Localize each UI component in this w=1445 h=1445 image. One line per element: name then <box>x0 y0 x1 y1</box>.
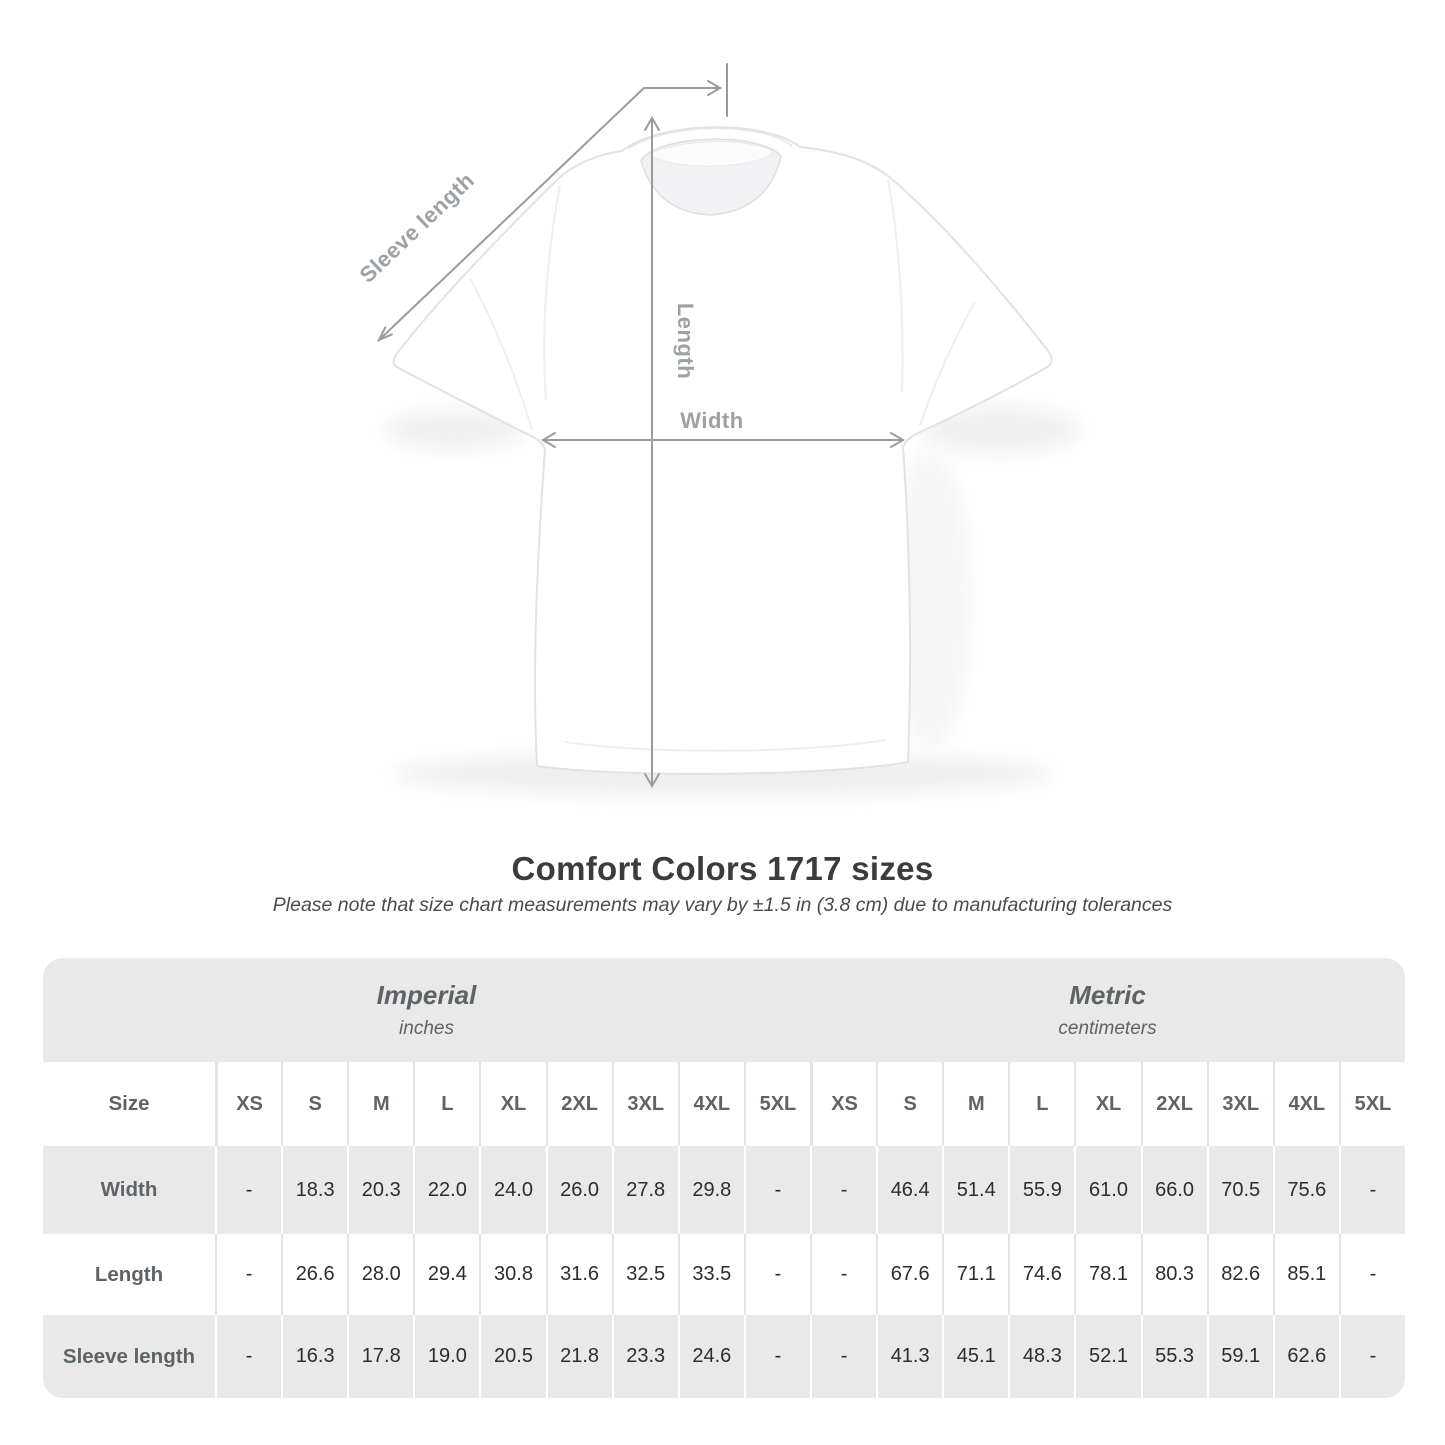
width-label: Width <box>680 408 743 433</box>
width-value: - <box>810 1146 876 1234</box>
width-value: 26.0 <box>545 1146 612 1234</box>
length-value: 28.0 <box>347 1234 413 1315</box>
tolerance-note: Please note that size chart measurements… <box>272 894 1173 916</box>
table-row-width: Width -18.3 20.3 22.0 24.0 26.0 27.8 29.8- -46.… <box>43 1146 1405 1234</box>
width-value: 22.0 <box>413 1146 479 1234</box>
sleeve-length-value: 52.1 <box>1074 1315 1140 1398</box>
size-column-header: XS <box>810 1062 876 1146</box>
length-value: 32.5 <box>611 1234 678 1315</box>
sleeve-length-label: Sleeve length <box>354 167 479 287</box>
size-column-header: L <box>1008 1062 1074 1146</box>
sleeve-length-value: 21.8 <box>545 1315 612 1398</box>
width-value: 24.0 <box>479 1146 545 1234</box>
width-measure-arrow <box>541 432 905 448</box>
sleeve-length-value: 59.1 <box>1206 1315 1273 1398</box>
size-column-header: M <box>347 1062 413 1146</box>
metric-title: Metric <box>1069 980 1146 1010</box>
sleeve-length-value: 62.6 <box>1272 1315 1339 1398</box>
length-measure-arrow <box>644 116 660 788</box>
metric-unit-header: Metric centimeters <box>810 958 1405 1062</box>
length-value: 26.6 <box>281 1234 347 1315</box>
sleeve-measure-arrow <box>376 63 728 343</box>
width-row-label: Width <box>100 1178 158 1201</box>
sleeve-length-value: - <box>1338 1315 1405 1398</box>
imperial-title: Imperial <box>376 980 477 1010</box>
length-row-label: Length <box>94 1262 164 1286</box>
width-value: 70.5 <box>1206 1146 1273 1234</box>
sleeve-length-row-label: Sleeve length <box>62 1344 196 1368</box>
size-column-header: XS <box>215 1062 281 1146</box>
imperial-subtitle: inches <box>399 1018 454 1039</box>
width-value: - <box>215 1146 281 1234</box>
length-value: - <box>1338 1234 1405 1315</box>
size-corner-label: Size <box>108 1092 150 1115</box>
size-column-header: 3XL <box>611 1062 678 1146</box>
sleeve-length-value: - <box>743 1315 810 1398</box>
width-value: 29.8 <box>677 1146 744 1234</box>
metric-subtitle: centimeters <box>1058 1018 1157 1039</box>
sleeve-length-value: 17.8 <box>347 1315 413 1398</box>
length-value: 67.6 <box>876 1234 942 1315</box>
length-value: 82.6 <box>1206 1234 1273 1315</box>
length-value: 74.6 <box>1008 1234 1074 1315</box>
width-value: 46.4 <box>876 1146 942 1234</box>
sleeve-length-value: 24.6 <box>677 1315 744 1398</box>
sleeve-length-value: 19.0 <box>413 1315 479 1398</box>
width-value: - <box>743 1146 810 1234</box>
size-column-header: L <box>413 1062 479 1146</box>
size-column-header: 3XL <box>1206 1062 1273 1146</box>
sleeve-length-value: - <box>810 1315 876 1398</box>
size-column-header: 4XL <box>677 1062 744 1146</box>
sleeve-length-value: 41.3 <box>876 1315 942 1398</box>
length-value: 31.6 <box>545 1234 612 1315</box>
page-title: Comfort Colors 1717 sizes <box>511 850 934 887</box>
size-column-header: XL <box>479 1062 545 1146</box>
sleeve-length-value: 16.3 <box>281 1315 347 1398</box>
size-column-header: S <box>281 1062 347 1146</box>
length-value: 29.4 <box>413 1234 479 1315</box>
sleeve-length-value: 45.1 <box>942 1315 1008 1398</box>
size-column-header: 5XL <box>1338 1062 1405 1146</box>
length-value: 78.1 <box>1074 1234 1140 1315</box>
length-value: 71.1 <box>942 1234 1008 1315</box>
width-value: 55.9 <box>1008 1146 1074 1234</box>
length-value: - <box>743 1234 810 1315</box>
width-value: 18.3 <box>281 1146 347 1234</box>
tshirt-measurement-diagram: Sleeve length Length Width <box>354 63 1080 796</box>
size-column-header: S <box>876 1062 942 1146</box>
width-value: 75.6 <box>1272 1146 1339 1234</box>
length-value: 30.8 <box>479 1234 545 1315</box>
size-header-row: Size XS S M L XL 2XL 3XL 4XL 5XL XS S M L XL 2XL 3XL 4XL… <box>43 1062 1405 1146</box>
tshirt-illustration <box>392 126 1053 775</box>
sleeve-length-value: 20.5 <box>479 1315 545 1398</box>
sleeve-length-value: - <box>215 1315 281 1398</box>
size-column-header: 4XL <box>1272 1062 1339 1146</box>
length-value: - <box>215 1234 281 1315</box>
length-value: 33.5 <box>677 1234 744 1315</box>
units-band: Imperial inches Metric centimeters <box>43 958 1405 1062</box>
width-value: 66.0 <box>1140 1146 1207 1234</box>
width-value: - <box>1338 1146 1405 1234</box>
length-label: Length <box>673 303 698 379</box>
width-value: 27.8 <box>611 1146 678 1234</box>
size-column-header: 2XL <box>545 1062 612 1146</box>
length-value: 80.3 <box>1140 1234 1207 1315</box>
width-value: 61.0 <box>1074 1146 1140 1234</box>
size-table: Imperial inches Metric centimeters Size … <box>43 958 1405 1398</box>
length-value: 85.1 <box>1272 1234 1339 1315</box>
sleeve-length-value: 48.3 <box>1008 1315 1074 1398</box>
size-column-header: 5XL <box>743 1062 810 1146</box>
length-value: - <box>810 1234 876 1315</box>
imperial-unit-header: Imperial inches <box>43 958 810 1062</box>
table-row-sleeve-length: Sleeve length -16.3 17.8 19.0 20.5 21.8 23.3 2… <box>43 1315 1405 1398</box>
width-value: 51.4 <box>942 1146 1008 1234</box>
width-value: 20.3 <box>347 1146 413 1234</box>
size-column-header: M <box>942 1062 1008 1146</box>
sleeve-length-value: 23.3 <box>611 1315 678 1398</box>
sleeve-length-value: 55.3 <box>1140 1315 1207 1398</box>
size-column-header: XL <box>1074 1062 1140 1146</box>
size-column-header: 2XL <box>1140 1062 1207 1146</box>
table-row-length: Length -26.6 28.0 29.4 30.8 31.6 32.5 33.5- -67… <box>43 1234 1405 1315</box>
